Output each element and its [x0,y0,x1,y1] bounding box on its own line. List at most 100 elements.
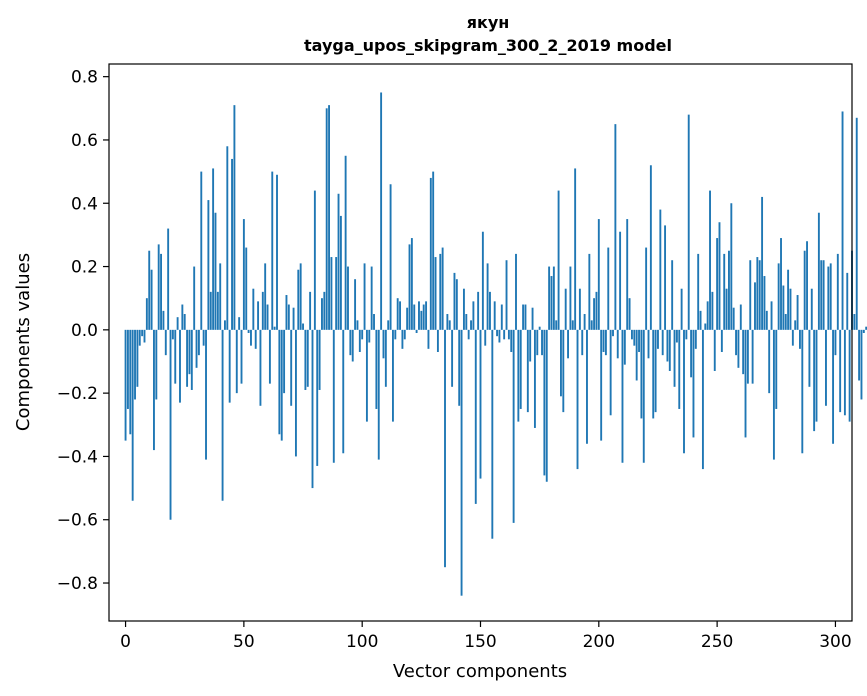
bar [749,260,752,330]
bar [586,329,588,444]
bar [309,291,312,330]
bar [356,320,359,330]
bar [628,298,631,330]
bar [368,329,371,343]
bar [505,260,508,330]
x-tick-label: 100 [346,632,378,652]
bar [754,282,756,330]
bar [408,244,411,330]
bar [174,329,177,384]
bar [761,196,764,330]
bar [228,329,231,403]
bar [214,212,217,330]
bar [316,329,319,466]
bar [436,329,439,352]
bar [342,329,345,454]
bar [834,329,837,356]
x-tick-label: 250 [701,632,733,652]
bar [510,329,513,352]
x-tick-label: 50 [233,632,255,652]
bar [538,326,541,330]
bar [780,238,782,330]
bar [124,329,127,441]
bar [829,263,832,330]
bar [536,329,539,356]
bar [571,320,574,330]
bar [216,291,219,330]
bar [318,329,321,390]
bar [595,291,598,330]
bar [533,329,536,428]
bar [609,329,612,416]
bar [131,329,134,501]
bar [560,329,562,397]
bars-group [124,92,867,596]
bar [458,329,461,406]
bar [865,326,867,330]
bar [474,329,477,504]
bar [787,269,790,330]
plot-frame [108,63,853,622]
bar [470,320,472,330]
bar [630,329,633,340]
bar [349,329,352,356]
bar [647,329,650,359]
bar [813,329,816,432]
bar [590,320,593,330]
bar [765,310,768,330]
bar [188,329,191,375]
bar [789,288,792,330]
bar [219,263,222,330]
bar [209,291,212,330]
bar [231,158,233,330]
bar [687,114,690,330]
bar [758,260,761,330]
bar [503,329,506,340]
bar [294,329,297,457]
bar [855,117,858,330]
bar [588,253,591,330]
bar [453,272,456,330]
bar [344,155,347,330]
bar [517,329,520,422]
bar [425,301,428,330]
bar [145,298,148,330]
bar [167,228,170,330]
bar [782,285,785,330]
bar [784,314,787,330]
bar [723,253,726,330]
bar [164,329,167,356]
y-axis-ticks: −0.8 −0.6 −0.4 −0.2 0.0 0.2 0.4 0.6 0.8 [57,68,109,594]
bar [299,263,302,330]
bar [321,298,323,330]
bar [195,329,198,368]
bar [794,320,797,330]
bar [640,329,643,419]
bar [332,329,335,463]
bar [306,329,309,387]
bar [238,317,241,330]
bar [403,329,406,340]
bar [623,329,626,365]
bar [311,329,314,489]
bar [297,269,300,330]
x-tick-label: 300 [819,632,851,652]
bar [680,288,683,330]
bar [543,329,546,476]
bar [548,266,551,330]
bar [578,288,581,330]
bar [186,329,189,387]
bar [526,329,529,413]
bar [375,329,378,409]
bar [541,329,543,356]
bar [427,329,430,349]
bar [635,329,638,381]
bar [467,329,470,340]
bar [841,111,844,330]
bar [358,329,361,352]
bar [148,250,151,330]
x-tick-label: 200 [583,632,615,652]
x-axis-label: Vector components [393,661,567,682]
bar [328,105,330,330]
